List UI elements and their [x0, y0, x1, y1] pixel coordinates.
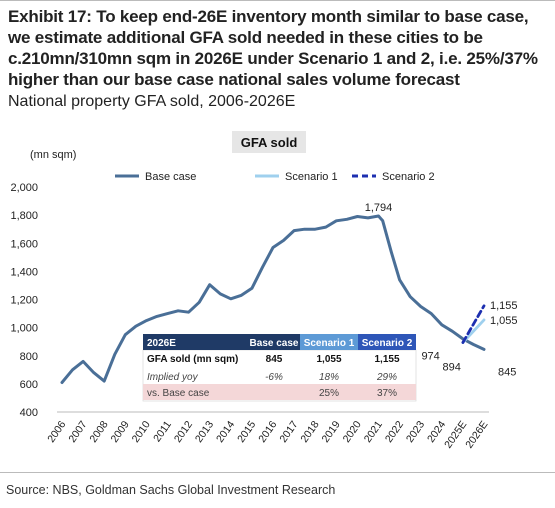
table-header-cell — [143, 334, 248, 350]
x-tick-label: 2006 — [45, 419, 68, 445]
legend-label-3: Scenario 2 — [382, 171, 435, 183]
series-line-3 — [461, 304, 486, 344]
x-tick-label: 2011 — [151, 419, 174, 445]
legend-label-2: Scenario 1 — [285, 171, 338, 183]
y-axis-label: (mn sqm) — [30, 149, 76, 161]
x-tick-label: 2019 — [320, 419, 343, 445]
gfa-sold-chart: GFA sold (mn sqm) Base case Scenario 1 Scena… — [10, 131, 518, 451]
x-tick-label: 2017 — [277, 419, 300, 445]
table-cell: vs. Base case — [147, 388, 210, 399]
x-tick-label: 2020 — [341, 419, 364, 445]
table-highlight-row — [143, 384, 416, 400]
chart-title: GFA sold — [241, 135, 298, 150]
table-cell: 1,055 — [316, 354, 341, 365]
table-header-2: Base case — [250, 338, 299, 349]
table-cell: GFA sold (mn sqm) — [147, 354, 238, 365]
x-tick-label: 2012 — [172, 419, 195, 445]
y-tick-label: 1,800 — [10, 210, 38, 222]
x-tick-label: 2015 — [235, 419, 258, 445]
x-tick-label: 2013 — [193, 419, 216, 445]
x-tick-label: 2022 — [383, 419, 406, 445]
y-tick-label: 2,000 — [10, 182, 38, 194]
x-tick-label: 2009 — [109, 419, 132, 445]
table-cell: Implied yoy — [147, 372, 199, 383]
x-tick-label: 2010 — [130, 419, 153, 445]
table-cell: 18% — [319, 372, 339, 383]
table-cell: 37% — [377, 388, 397, 399]
top-border — [0, 0, 555, 1]
table-header-1: 2026E — [147, 338, 176, 349]
y-tick-label: 800 — [20, 351, 38, 363]
y-tick-label: 1,400 — [10, 266, 38, 278]
x-tick-label: 2007 — [66, 419, 89, 445]
data-label: 1,794 — [365, 202, 393, 214]
y-tick-label: 400 — [20, 407, 38, 419]
y-tick-label: 1,200 — [10, 295, 38, 307]
data-label: 1,155 — [490, 300, 518, 312]
y-tick-label: 1,600 — [10, 238, 38, 250]
data-label: 1,055 — [490, 315, 518, 327]
table-header-cell — [358, 334, 416, 350]
x-tick-label: 2023 — [404, 419, 427, 445]
legend-label-1: Base case — [145, 171, 196, 183]
y-tick-label: 600 — [20, 379, 38, 391]
exhibit-subtitle: National property GFA sold, 2006-2026E — [8, 93, 296, 110]
exhibit-title: Exhibit 17: To keep end-26E inventory mo… — [8, 7, 538, 89]
table-cell: 845 — [266, 354, 283, 365]
data-label: 974 — [421, 350, 439, 362]
x-tick-label: 2016 — [256, 419, 279, 445]
table-header-cell — [248, 334, 300, 350]
chart-title-box — [232, 131, 306, 153]
x-tick-label: 2021 — [362, 419, 385, 445]
footer-divider — [0, 472, 555, 473]
x-tick-label: 2018 — [298, 419, 321, 445]
table-header-3: Scenario 1 — [304, 338, 355, 349]
table-cell: 25% — [319, 388, 339, 399]
x-tick-label: 2008 — [87, 419, 110, 445]
table-cell: -6% — [265, 372, 283, 383]
table-cell: 29% — [376, 372, 397, 383]
data-label: 845 — [498, 366, 516, 378]
table-header-cell — [300, 334, 358, 350]
series-line-1 — [60, 214, 486, 384]
x-tick-label: 2014 — [214, 419, 237, 445]
table-cell: 1,155 — [374, 354, 399, 365]
data-label: 894 — [443, 362, 461, 374]
table-header-4: Scenario 2 — [362, 338, 413, 349]
source-note: Source: NBS, Goldman Sachs Global Invest… — [6, 483, 336, 497]
x-tick-label: 2026E — [463, 419, 490, 451]
y-tick-label: 1,000 — [10, 323, 38, 335]
